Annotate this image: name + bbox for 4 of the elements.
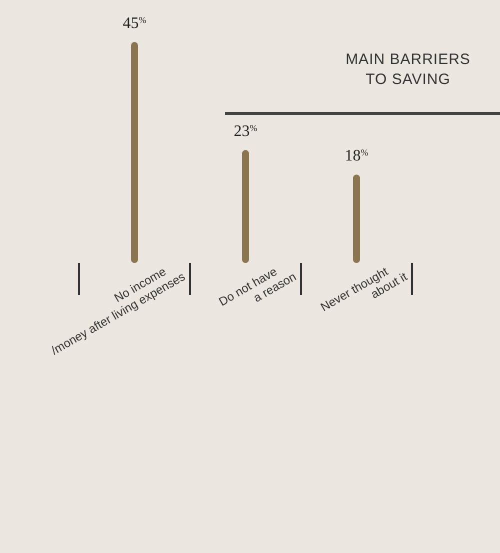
data-label: 45$^{%}$ [122, 15, 147, 32]
data-label: 23$^{%}$ [234, 123, 258, 140]
data-label: 18$^{%}$ [344, 148, 369, 165]
text: MAIN BARRIERS TO SAVING [344, 50, 472, 90]
